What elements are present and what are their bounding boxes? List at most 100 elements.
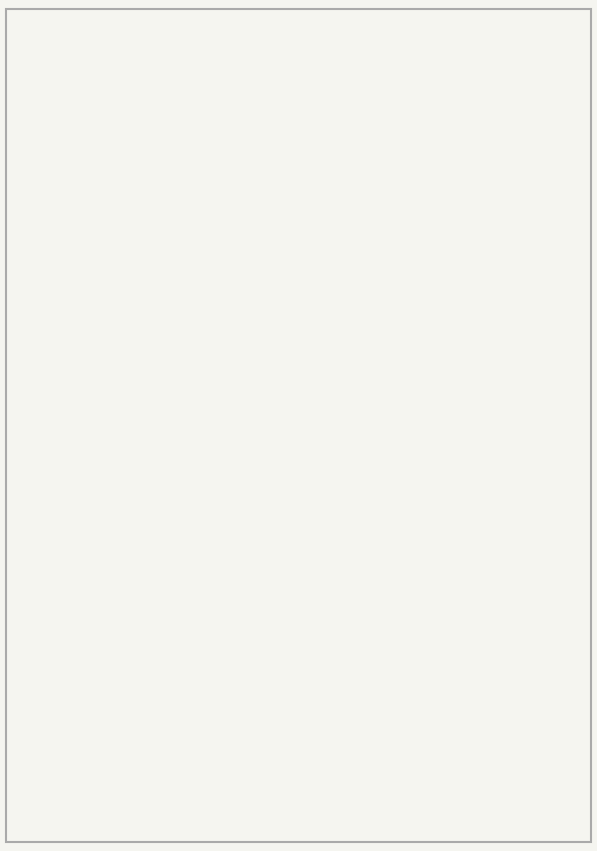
Text: 2.71828: 2.71828 [394, 118, 442, 129]
Text: 0.62137: 0.62137 [394, 498, 442, 507]
Text: 0.80969: 0.80969 [512, 577, 560, 587]
Text: 8.96802-10: 8.96802-10 [512, 617, 581, 626]
Text: Cubic feet in 1 U.S. gallon: Cubic feet in 1 U.S. gallon [29, 197, 215, 208]
Text: U.S. gallons in 1 Imperial gallon: U.S. gallons in 1 Imperial gallon [29, 257, 256, 267]
Text: Pounds of water in 1 cubic foot: Pounds of water in 1 cubic foot [29, 277, 242, 288]
Text: Natural sine of 0° 00’ 01” =: Natural sine of 0° 00’ 01” = [29, 831, 236, 844]
Text: Acceleration due to gravity at N.Y.: Acceleration due to gravity at N.Y. [29, 158, 270, 168]
Text: 9.19033-10: 9.19033-10 [512, 557, 581, 567]
Text: 1.79588: 1.79588 [512, 277, 560, 288]
Text: 1.201: 1.201 [394, 257, 429, 267]
Text: 2.36361: 2.36361 [512, 178, 560, 188]
Text: Inches in 1 centimeter: Inches in 1 centimeter [29, 418, 181, 428]
Text: Ft-lbs. in 1 kilogram-meter: Ft-lbs. in 1 kilogram-meter [29, 696, 215, 706]
Text: 1.60935: 1.60935 [394, 517, 442, 528]
Text: 0.3 inch: 0.3 inch [293, 833, 348, 842]
Text: Statute miles in 1 nautical mile (knot): Statute miles in 1 nautical mile (knot) [29, 537, 297, 547]
Text: 35.3156: 35.3156 [394, 637, 442, 647]
Text: Kilograms in 1 pound (av): Kilograms in 1 pound (av) [29, 677, 201, 686]
Text: 60: 60 [281, 741, 295, 751]
Text: 0.20665: 0.20665 [512, 517, 560, 528]
Text: Feet of head for pressure of 1 pound per square inch: Feet of head for pressure of 1 pound per… [29, 385, 387, 394]
Text: Pounds (av.) in 1 kilogram: Pounds (av.) in 1 kilogram [29, 656, 208, 666]
Text: 0.43429: 0.43429 [512, 118, 560, 129]
Text: Modulus of common system of logs: Modulus of common system of logs [29, 138, 250, 148]
Text: 9.63778-10: 9.63778-10 [512, 138, 581, 148]
Text: 7.4805: 7.4805 [394, 237, 435, 248]
Text: 1.16732: 1.16732 [29, 334, 78, 343]
Text: U.S. gallons in 1 cubic foot: U.S. gallons in 1 cubic foot [29, 237, 222, 248]
Text: 0.51598: 0.51598 [512, 458, 560, 468]
Text: 3.14159: 3.14159 [394, 99, 442, 109]
Text: Natural sine of 1° =: Natural sine of 1° = [29, 719, 179, 732]
Text: 2.5400: 2.5400 [394, 438, 435, 448]
Text: Natural sine of 0° 1’ =: Natural sine of 0° 1’ = [29, 774, 201, 787]
Text: 1.54797: 1.54797 [512, 637, 560, 647]
Text: 62.5: 62.5 [394, 277, 421, 288]
Text: Miles in 1 kilometer: Miles in 1 kilometer [29, 498, 167, 507]
Text: 0.87393: 0.87393 [512, 237, 560, 248]
Text: Centimeters in 1 inch: Centimeters in 1 inch [29, 438, 174, 448]
Text: 1: 1 [285, 721, 292, 731]
Text: 0.06129: 0.06129 [512, 537, 560, 547]
Text: 0.1550: 0.1550 [394, 557, 435, 567]
Text: 1.50731: 1.50731 [512, 158, 560, 168]
Text: =: = [256, 728, 264, 742]
Text: 7.23308: 7.23308 [394, 696, 442, 706]
Text: 0.92195: 0.92195 [512, 297, 560, 307]
Text: Square feet in 1 square meter: Square feet in 1 square meter [29, 597, 229, 607]
Text: 0.85932: 0.85932 [512, 696, 560, 706]
Text: 0.1337: 0.1337 [394, 197, 435, 208]
Text: 3.2808: 3.2808 [394, 458, 435, 468]
Text: Square centimeters in 1 square inch: Square centimeters in 1 square inch [29, 577, 270, 587]
Text: 14.7: 14.7 [394, 317, 421, 327]
Text: 0.40483: 0.40483 [512, 438, 560, 448]
Text: Pounds per square inch due to 1 foot head of water: Pounds per square inch due to 1 foot hea… [29, 351, 373, 361]
Text: Square inches in 1 square centimeter: Square inches in 1 square centimeter [29, 557, 277, 567]
Text: 10.764: 10.764 [394, 597, 435, 607]
Text: 100 ft.: 100 ft. [238, 797, 286, 807]
Text: 9.63749-10: 9.63749-10 [29, 367, 98, 377]
Text: Meters in 1 foot: Meters in 1 foot [29, 477, 140, 488]
Text: Ratio of circumference to diameter  ( ): Ratio of circumference to diameter ( ) [29, 99, 297, 109]
Text: 0.09290: 0.09290 [394, 617, 442, 626]
Text: 0.3937: 0.3937 [394, 418, 435, 428]
Text: 8.355: 8.355 [394, 297, 429, 307]
Text: Number: Number [363, 77, 408, 90]
Text: 32.15949: 32.15949 [394, 158, 449, 168]
Text: 1.03197: 1.03197 [512, 597, 560, 607]
Text: 0.3048: 0.3048 [394, 477, 435, 488]
Text: Kilometers in 1 mile: Kilometers in 1 mile [29, 517, 167, 528]
Text: Pounds of water in 1 U.S. gallon: Pounds of water in 1 U.S. gallon [29, 297, 250, 307]
Text: Cubic inches in 1 U.S. gallon: Cubic inches in 1 U.S. gallon [29, 178, 229, 188]
Text: 231: 231 [394, 178, 415, 188]
Text: 9.65667-10: 9.65667-10 [512, 677, 581, 686]
Text: 0.07954: 0.07954 [512, 257, 560, 267]
Text: Cubic centimeters in 1 U.S. gallon: Cubic centimeters in 1 U.S. gallon [29, 218, 263, 228]
Text: 3.57807: 3.57807 [512, 218, 560, 228]
Text: Pounds per square inch due to 1 atmosphere: Pounds per square inch due to 1 atmosphe… [29, 317, 318, 327]
Text: 6.4520: 6.4520 [394, 577, 435, 587]
Text: Feet in 1 meter: Feet in 1 meter [29, 458, 133, 468]
Text: 0.03 ft.: 0.03 ft. [235, 775, 290, 785]
Text: Logarithm: Logarithm [475, 77, 543, 90]
Text: 3785: 3785 [394, 218, 421, 228]
Text: 9.48402-10: 9.48402-10 [512, 477, 581, 488]
Text: Square meters in 1 square foot: Square meters in 1 square foot [29, 617, 236, 626]
Text: 100 ft.: 100 ft. [202, 741, 251, 751]
Text: 0.49715: 0.49715 [512, 99, 560, 109]
Text: Cubic feet in 1 cubic meter: Cubic feet in 1 cubic meter [29, 637, 215, 647]
Text: 0.34333: 0.34333 [512, 656, 560, 666]
Text: 0.43429: 0.43429 [394, 138, 442, 148]
Text: 1.15156: 1.15156 [394, 537, 442, 547]
Text: 9.79335-10: 9.79335-10 [512, 498, 581, 507]
Text: 0.4536: 0.4536 [394, 677, 435, 686]
Text: 9.12613-10: 9.12613-10 [512, 197, 581, 208]
Text: 1.75 ft.: 1.75 ft. [199, 721, 254, 731]
Text: Base of hyperbolic logarithms: Base of hyperbolic logarithms [29, 118, 229, 129]
Text: (roughly): (roughly) [309, 729, 371, 740]
Text: Equivalents: Equivalents [35, 26, 236, 58]
Text: 9.59517-10: 9.59517-10 [512, 418, 581, 428]
Text: 2.2046: 2.2046 [394, 656, 435, 666]
Text: 0.36248: 0.36248 [29, 401, 78, 411]
